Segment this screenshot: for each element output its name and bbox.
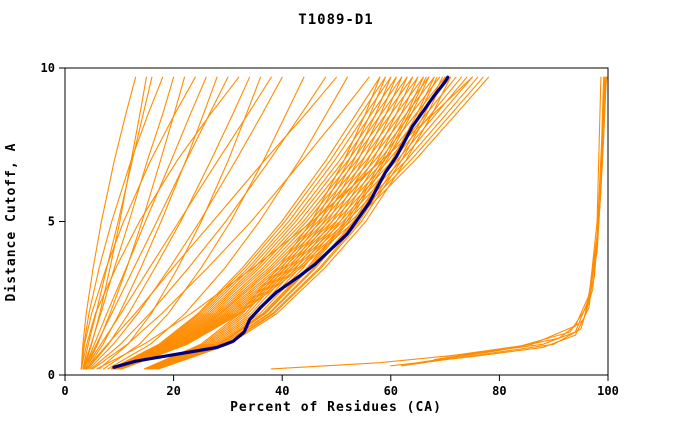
- model-curve: [118, 76, 457, 370]
- model-curve: [116, 76, 435, 370]
- model-curve: [110, 76, 381, 370]
- model-curve: [82, 76, 153, 370]
- curves-layer: [80, 75, 608, 370]
- model-curve: [113, 76, 408, 370]
- model-curve: [88, 76, 283, 370]
- model-curve: [117, 76, 446, 370]
- chart-title: T1089-D1: [298, 12, 373, 28]
- model-curve: [90, 76, 327, 370]
- model-curve: [152, 76, 424, 370]
- model-curve: [390, 76, 605, 367]
- model-curve: [115, 76, 430, 370]
- y-tick-label: 0: [48, 368, 55, 382]
- model-curve: [85, 76, 338, 370]
- x-tick-label: 60: [384, 384, 398, 398]
- model-curve: [103, 76, 305, 370]
- model-curve: [120, 76, 479, 370]
- model-curve: [86, 76, 218, 370]
- x-tick-label: 0: [61, 384, 68, 398]
- model-curve: [85, 76, 186, 370]
- model-curve: [107, 76, 348, 370]
- x-tick-label: 20: [166, 384, 180, 398]
- model-curve: [116, 76, 441, 370]
- y-axis-label: Distance Cutoff, A: [4, 143, 19, 302]
- model-curve: [112, 76, 403, 370]
- model-curve: [80, 76, 164, 370]
- highlighted-model-curve: [112, 75, 450, 369]
- model-curve: [146, 76, 397, 370]
- x-tick-label: 100: [597, 384, 619, 398]
- model-curve: [80, 76, 137, 370]
- model-curve: [96, 76, 473, 370]
- model-curve: [112, 76, 397, 370]
- model-curve: [111, 76, 386, 370]
- model-curve: [83, 76, 207, 370]
- model-curve: [401, 76, 606, 367]
- model-curve: [113, 76, 414, 370]
- model-curve: [444, 76, 608, 358]
- x-tick-label: 80: [492, 384, 506, 398]
- x-axis-label: Percent of Residues (CA): [230, 400, 442, 415]
- model-curve: [84, 76, 272, 370]
- model-curve: [114, 76, 424, 370]
- model-curve: [111, 76, 392, 370]
- model-curve: [114, 76, 419, 370]
- model-curve: [145, 76, 392, 370]
- model-curve: [153, 76, 430, 370]
- y-tick-label: 10: [41, 61, 55, 75]
- model-curve: [121, 76, 490, 370]
- model-curve: [148, 76, 403, 370]
- x-tick-label: 40: [275, 384, 289, 398]
- model-curve: [120, 76, 484, 370]
- model-curve: [119, 76, 473, 370]
- y-tick-label: 5: [48, 215, 55, 229]
- model-curve: [83, 76, 147, 370]
- model-curve: [119, 76, 468, 370]
- model-curve: [270, 76, 602, 370]
- ticks-layer: 0 20 40 60 80 100 0 5 10: [41, 61, 619, 398]
- model-curve: [92, 76, 370, 370]
- model-curve: [80, 76, 240, 370]
- model-curve: [151, 76, 419, 370]
- model-curve: [433, 76, 607, 361]
